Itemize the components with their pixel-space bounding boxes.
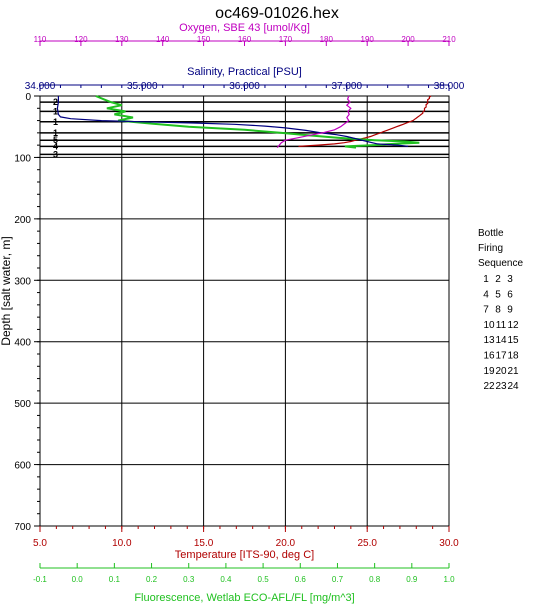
fluorescence-tick-label: 0.5 <box>258 575 270 584</box>
oxygen-tick-label: 190 <box>361 35 375 44</box>
salinity-series-line <box>56 96 409 147</box>
temperature-axis-title: Temperature [ITS-90, deg C] <box>175 549 314 561</box>
fluorescence-tick-label: 0.4 <box>220 575 232 584</box>
legend-bottle-number: 16 <box>483 351 495 362</box>
temperature-tick-label: 15.0 <box>194 538 214 549</box>
bottle-label: 1 <box>53 106 58 116</box>
temperature-series-line <box>298 95 432 147</box>
legend-bottle-number: 11 <box>496 320 507 331</box>
y-tick-label: 300 <box>14 276 31 287</box>
legend-bottle-number: 10 <box>483 320 495 331</box>
fluorescence-tick-label: 0.0 <box>72 575 84 584</box>
fluorescence-tick-label: 0.9 <box>406 575 418 584</box>
bottle-label: 4 <box>53 141 58 151</box>
legend-bottle-number: 12 <box>507 320 519 331</box>
legend-bottle-number: 14 <box>495 335 507 346</box>
legend-bottle-number: 24 <box>507 381 519 392</box>
chart-title: oc469-01026.hex <box>215 5 339 22</box>
y-tick-label: 0 <box>25 92 31 103</box>
fluorescence-tick-label: 0.7 <box>332 575 344 584</box>
y-tick-label: 700 <box>14 522 31 533</box>
legend-title: Bottle <box>478 228 504 239</box>
oxygen-tick-label: 130 <box>115 35 129 44</box>
legend-title: Sequence <box>478 258 523 269</box>
oxygen-tick-label: 110 <box>34 35 47 44</box>
legend-bottle-number: 6 <box>507 289 513 300</box>
oxygen-tick-label: 150 <box>197 35 211 44</box>
fluorescence-tick-label: 0.2 <box>146 575 158 584</box>
salinity-axis-title: Salinity, Practical [PSU] <box>187 66 302 78</box>
legend-bottle-number: 13 <box>483 335 495 346</box>
legend-bottle-number: 19 <box>483 366 495 377</box>
y-tick-label: 400 <box>14 338 31 349</box>
temperature-tick-label: 10.0 <box>112 538 132 549</box>
bottle-label: 3 <box>53 149 58 159</box>
legend-bottle-number: 7 <box>483 305 489 316</box>
fluorescence-tick-label: -0.1 <box>33 575 47 584</box>
oxygen-tick-label: 210 <box>442 35 456 44</box>
bottle-label: 1 <box>53 117 58 127</box>
y-tick-label: 600 <box>14 461 31 472</box>
temperature-tick-label: 30.0 <box>439 538 459 549</box>
legend-bottle-number: 9 <box>507 305 513 316</box>
legend-bottle-number: 5 <box>495 289 501 300</box>
temperature-tick-label: 20.0 <box>276 538 296 549</box>
legend-bottle-number: 4 <box>483 289 489 300</box>
fluorescence-series-line <box>95 95 420 149</box>
temperature-tick-label: 5.0 <box>33 538 47 549</box>
oxygen-tick-label: 180 <box>320 35 334 44</box>
fluorescence-tick-label: 1.0 <box>443 575 455 584</box>
oxygen-tick-label: 140 <box>156 35 170 44</box>
plot-frame <box>39 95 450 527</box>
fluorescence-axis-title: Fluorescence, Wetlab ECO-AFL/FL [mg/m^3] <box>134 592 354 604</box>
fluorescence-tick-label: 0.1 <box>109 575 121 584</box>
oxygen-axis-title: Oxygen, SBE 43 [umol/Kg] <box>179 22 310 34</box>
oxygen-tick-label: 160 <box>238 35 252 44</box>
legend-bottle-number: 2 <box>495 274 501 285</box>
legend-bottle-number: 3 <box>507 274 513 285</box>
temperature-tick-label: 25.0 <box>357 538 377 549</box>
oxygen-tick-label: 170 <box>279 35 293 44</box>
legend-bottle-number: 17 <box>495 351 507 362</box>
y-tick-label: 100 <box>14 153 31 164</box>
legend-bottle-number: 20 <box>495 366 507 377</box>
legend-bottle-number: 21 <box>507 366 519 377</box>
bottle-label: 5 <box>53 135 58 145</box>
y-tick-label: 200 <box>14 215 31 226</box>
legend-bottle-number: 18 <box>507 351 519 362</box>
legend-bottle-number: 23 <box>495 381 507 392</box>
legend-bottle-number: 8 <box>495 305 501 316</box>
oxygen-tick-label: 200 <box>401 35 415 44</box>
legend-title: Firing <box>478 243 503 254</box>
oxygen-tick-label: 120 <box>74 35 88 44</box>
fluorescence-tick-label: 0.6 <box>295 575 307 584</box>
fluorescence-tick-label: 0.8 <box>369 575 381 584</box>
legend-bottle-number: 1 <box>483 274 489 285</box>
bottle-label: 1 <box>53 128 58 138</box>
y-tick-label: 500 <box>14 399 31 410</box>
fluorescence-tick-label: 0.3 <box>183 575 195 584</box>
legend-bottle-number: 15 <box>507 335 519 346</box>
oxygen-series-line <box>276 95 352 148</box>
legend-bottle-number: 22 <box>483 381 495 392</box>
y-axis-title: Depth [salt water, m] <box>0 236 13 345</box>
bottle-label: 2 <box>53 97 58 107</box>
